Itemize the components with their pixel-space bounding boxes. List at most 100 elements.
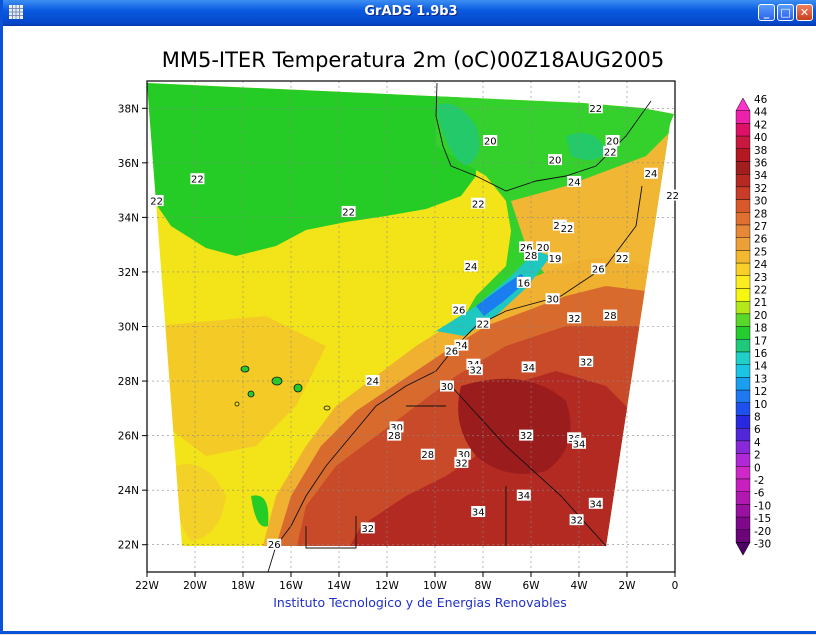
colorbar-label: -15 [754, 513, 771, 525]
y-tick-label: 36N [118, 158, 139, 170]
contour-label-text: 22 [589, 104, 602, 115]
colorbar-cap-top [735, 97, 751, 111]
contour-label-box [360, 522, 375, 534]
contour-label-box [468, 364, 483, 376]
colorbar-swatch [735, 516, 751, 531]
contour-label-box [588, 497, 603, 509]
y-tick-label: 34N [118, 212, 139, 224]
colorbar-label: 10 [754, 399, 767, 411]
contour-label-box [516, 276, 531, 288]
contour-label-box [588, 102, 603, 114]
x-tick-label: 0 [672, 580, 679, 592]
y-tick-label: 30N [118, 322, 139, 334]
colorbar-label: -6 [754, 488, 765, 500]
colorbar-swatch [735, 173, 751, 188]
maximize-button[interactable]: □ [777, 4, 794, 21]
contour-label-text: 19 [549, 254, 562, 265]
plot-canvas: MM5-ITER Temperatura 2m (oC)00Z18AUG2005 [6, 26, 816, 631]
contour-label: 16 [516, 276, 531, 289]
x-tick-label: 4W [570, 580, 588, 592]
contour-label-text: 26 [520, 243, 533, 254]
colorbar-swatch [735, 250, 751, 264]
colorbar-label: 13 [754, 373, 767, 385]
contour-label-box [605, 135, 620, 147]
colorbar-swatch [735, 199, 751, 213]
contour-label-text: 32 [568, 314, 581, 325]
y-tick-label: 26N [118, 431, 139, 443]
colorbar-label: 14 [754, 361, 768, 373]
x-tick-label: 18W [231, 580, 255, 592]
contour-label: 34 [572, 437, 586, 450]
contour-label-text: 22 [477, 319, 490, 330]
colorbar-swatch [735, 275, 751, 289]
y-tick-label: 32N [118, 267, 139, 279]
colorbar-swatch [735, 262, 751, 277]
title-bar[interactable]: GrADS 1.9b3 _ □ ✕ [3, 0, 816, 26]
contour-label-box [603, 145, 618, 157]
minimize-button[interactable]: _ [758, 4, 775, 21]
colorbar-label: 6 [754, 424, 761, 436]
contour-label-box [552, 219, 567, 231]
colorbar-label: 20 [754, 310, 767, 322]
colorbar-label: 44 [754, 107, 768, 119]
contour-label-text: 32 [469, 366, 482, 377]
contour-label-text: 28 [604, 311, 617, 322]
contour-label-box [615, 252, 630, 264]
colorbar-swatch [735, 377, 751, 391]
contour-label-box [456, 448, 471, 460]
contour-label-box [521, 361, 536, 373]
contour-label-text: 32 [570, 516, 583, 527]
contour-label-box [267, 538, 282, 550]
y-axis: 22N 24N 26N 28N 30N 32N 34N 36N 38N [118, 103, 147, 552]
y-tick-label: 28N [118, 376, 139, 388]
contour-label-text: 30 [546, 295, 559, 306]
contour-label: 22 [603, 145, 618, 158]
contour-label-box [476, 317, 490, 329]
colorbar-label: 21 [754, 297, 767, 309]
colorbar-label: -10 [754, 500, 771, 512]
contour-label: 32 [360, 522, 375, 535]
maximize-icon: □ [780, 6, 791, 19]
colorbar-label: 28 [754, 208, 767, 220]
contour-label-text: 24 [455, 341, 468, 352]
colorbar-swatch [735, 428, 751, 442]
contour-label: 22 [560, 222, 574, 235]
contour-label-box [519, 429, 534, 441]
field-zone-dark-red [336, 371, 674, 546]
contour-label-box [567, 312, 582, 324]
contour-label-box [454, 339, 469, 351]
colorbar-swatch [735, 212, 751, 226]
contour-label: 28 [387, 429, 402, 442]
colorbar-swatch [735, 440, 751, 454]
field-zone-betica-cool [566, 133, 606, 160]
app-grid-icon[interactable] [9, 5, 23, 19]
colorbar-label: 0 [754, 462, 761, 474]
contour-label-text: 24 [465, 262, 478, 273]
colorbar-swatch [735, 466, 751, 480]
contour-label-box [471, 197, 486, 209]
colorbar-swatch [735, 237, 751, 251]
field-zone-hotspot [458, 378, 571, 474]
colorbar-swatch [735, 135, 751, 149]
contour-label: 22 [476, 317, 490, 330]
contour-label: 34 [521, 361, 536, 374]
x-tick-label: 10W [423, 580, 447, 592]
contour-label: 24 [454, 339, 469, 352]
contour-label-text: 22 [666, 191, 679, 202]
colorbar-swatch [735, 402, 751, 416]
contour-label: 34 [588, 497, 603, 510]
field-zone-green-south [251, 495, 269, 527]
contour-label-text: 26 [268, 540, 281, 551]
contour-label-text: 24 [553, 221, 566, 232]
colorbar-swatch [735, 110, 751, 124]
contour-label-text: 16 [517, 278, 530, 289]
contour-label-box [341, 205, 356, 217]
contour-label-text: 28 [421, 450, 434, 461]
x-tick-label: 22W [135, 580, 159, 592]
colorbar-label: 4 [754, 437, 761, 449]
contour-label: 22 [149, 195, 164, 208]
close-button[interactable]: ✕ [796, 4, 813, 21]
colorbar-swatch [735, 224, 751, 238]
contour-label: 26 [519, 241, 534, 254]
